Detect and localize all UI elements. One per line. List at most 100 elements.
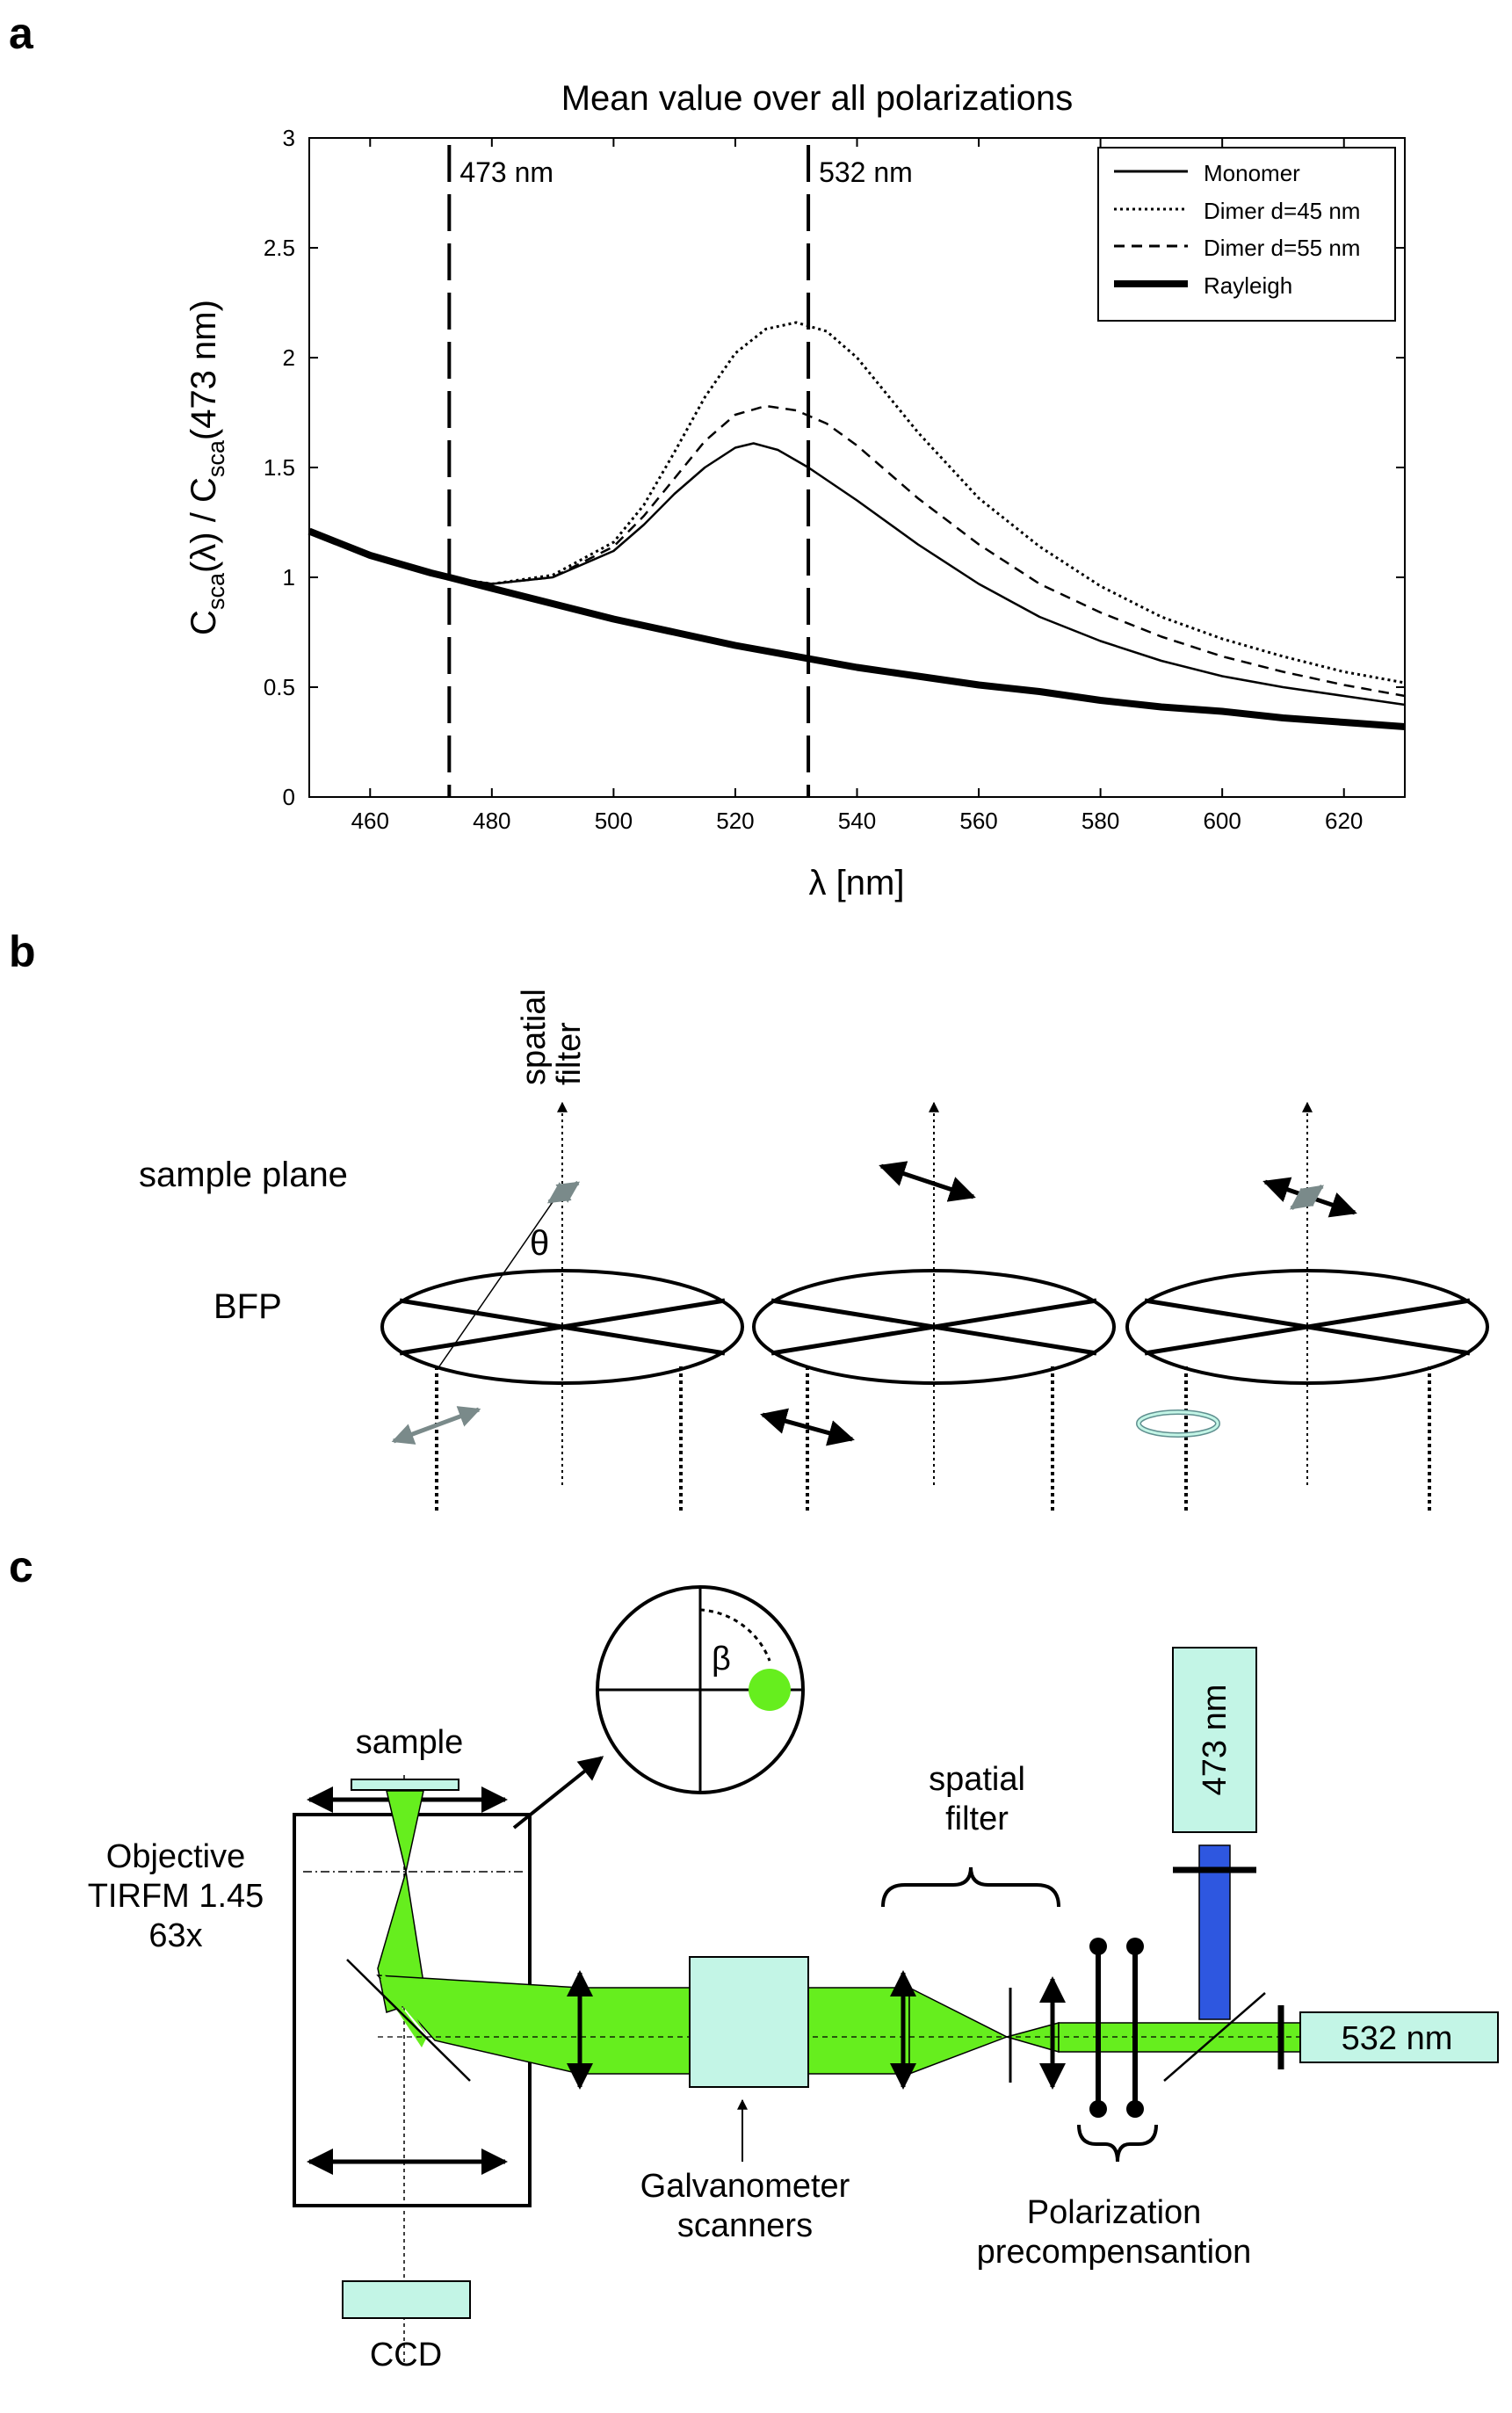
waveplate-2-bottom: [1126, 2100, 1144, 2118]
label-polarization-1: Polarization: [1027, 2194, 1202, 2231]
y-label-sub1: sca: [203, 572, 229, 610]
beam-sample-cone: [386, 1790, 424, 1873]
y-label-c1: C: [184, 610, 223, 635]
label-laser-532: 532 nm: [1342, 2020, 1453, 2057]
series-monomer: [449, 442, 1406, 707]
panel-label-a: a: [9, 9, 34, 58]
legend-entry-monomer: Monomer: [1204, 160, 1300, 186]
label-galvo-2: scanners: [677, 2207, 813, 2244]
y-axis-label: Csca(λ) / Csca(473 nm): [184, 300, 229, 635]
gray-polarization-arrow-top-3: [1289, 1184, 1325, 1211]
sample-slide: [351, 1779, 459, 1791]
bfp-lens-1: [380, 1101, 744, 1511]
bfp-lens-3: [1125, 1101, 1489, 1511]
series-rayleigh: [307, 527, 1406, 730]
x-tick-label-620: 620: [1325, 808, 1363, 834]
y-label-end: (473 nm): [184, 300, 223, 440]
zoom-pointer-arrow: [512, 1756, 604, 1830]
polarization-brace: [1077, 2124, 1158, 2163]
laser-473-box: [1172, 1647, 1257, 1833]
y-tick-label-4: 2: [283, 344, 295, 371]
label-beta: β: [712, 1641, 731, 1678]
y-tick-label-0: 0: [283, 784, 295, 810]
x-tick-label-540: 540: [838, 808, 876, 834]
label-laser-473: 473 nm: [1197, 1685, 1233, 1796]
label-spatial-filter-c2: filter: [945, 1801, 1009, 1837]
label-objective-1: Objective: [106, 1838, 245, 1875]
y-ticks: 0 0.5 1 1.5 2 2.5 3: [264, 125, 1405, 810]
legend-box: [1097, 147, 1396, 322]
bfp-zoom-circle: β: [596, 1585, 805, 1794]
beta-arc: [699, 1608, 771, 1662]
label-galvo-1: Galvanometer: [640, 2168, 850, 2205]
y-label-sub2: sca: [203, 439, 229, 477]
legend-entry-dimer-45: Dimer d=45 nm: [1204, 198, 1360, 224]
x-tick-label-600: 600: [1203, 808, 1241, 834]
series-dimer-d-55-nm: [449, 404, 1406, 698]
y-tick-label-1: 0.5: [264, 674, 295, 700]
legend-entry-dimer-55: Dimer d=55 nm: [1204, 235, 1360, 261]
wavelength-markers: 473 nm 532 nm: [447, 145, 913, 797]
x-ticks: 460 480 500 520 540 560 580 600 620: [351, 138, 1363, 834]
waveplate-2-top: [1126, 1938, 1144, 1955]
spatial-filter-brace: [881, 1866, 1060, 1908]
dichroic-combiner: [1163, 1992, 1266, 2082]
label-objective-3: 63x: [148, 1917, 202, 1954]
galvanometer-box: [689, 1956, 809, 2088]
gray-polarization-arrow-top-1: [546, 1180, 581, 1205]
bfp-lens-2: [752, 1101, 1116, 1511]
chart-a: Mean value over all polarizations 460 480…: [184, 79, 1406, 902]
x-tick-label-500: 500: [595, 808, 633, 834]
y-tick-label-6: 3: [283, 125, 295, 151]
waveplate-1-top: [1089, 1938, 1107, 1955]
spatial-filter-line1: spatial: [516, 989, 553, 1085]
chart-title: Mean value over all polarizations: [561, 79, 1074, 118]
y-tick-label-5: 2.5: [264, 235, 295, 261]
spatial-filter-line2: filter: [551, 1022, 588, 1085]
series-dimer-d-45-nm: [449, 321, 1406, 685]
x-tick-label-460: 460: [351, 808, 389, 834]
lens-ellipse-3: [1125, 1269, 1489, 1385]
x-tick-label-480: 480: [473, 808, 510, 834]
legend-entry-rayleigh: Rayleigh: [1204, 272, 1292, 299]
polarization-arrow-top-2: [879, 1161, 976, 1202]
series-lines: [307, 321, 1406, 730]
gray-polarization-arrow-bottom-1: [391, 1406, 481, 1445]
label-objective-2: TIRFM 1.45: [88, 1878, 264, 1915]
label-ccd: CCD: [370, 2337, 442, 2373]
lens-ellipse-1: [380, 1269, 744, 1385]
beam-fold: [380, 1973, 427, 2035]
diagram-c: β sample: [88, 1585, 1499, 2373]
laser-532-box: [1299, 2011, 1499, 2063]
label-bfp: BFP: [213, 1287, 282, 1326]
circular-polarization-icon-inner: [1137, 1410, 1219, 1437]
panel-label-b: b: [9, 927, 36, 976]
lens-ellipse-2: [752, 1269, 1116, 1385]
label-spatial-filter-b: spatialfilter: [516, 989, 588, 1085]
label-spatial-filter-c1: spatial: [929, 1761, 1025, 1798]
x-axis-label: λ [nm]: [809, 864, 905, 902]
y-tick-label-3: 1.5: [264, 454, 295, 481]
oblique-ray: [438, 1187, 563, 1367]
ccd-box: [342, 2280, 471, 2319]
beam-473: [1198, 1844, 1231, 2020]
label-polarization-2: precompensantion: [977, 2234, 1252, 2271]
diagram-b: spatialfilter sample plane BFP θ: [139, 989, 1489, 1511]
label-sample-plane: sample plane: [139, 1156, 348, 1194]
lens-cross-2b: [770, 1298, 1097, 1356]
label-sample: sample: [356, 1724, 464, 1761]
y-tick-label-2: 1: [283, 564, 295, 591]
waveplate-1-bottom: [1089, 2100, 1107, 2118]
x-tick-label-580: 580: [1082, 808, 1119, 834]
marker-label-532: 532 nm: [819, 156, 913, 188]
x-tick-label-560: 560: [959, 808, 997, 834]
lens-cross-3b: [1144, 1298, 1471, 1356]
marker-label-473: 473 nm: [459, 156, 553, 188]
y-label-mid: (λ) / C: [184, 477, 223, 573]
legend: Monomer Dimer d=45 nm Dimer d=55 nm Rayl…: [1097, 147, 1396, 322]
label-theta: θ: [530, 1224, 549, 1263]
panel-label-c: c: [9, 1542, 33, 1591]
x-tick-label-520: 520: [716, 808, 754, 834]
dichroic-mirror-objective: [346, 1959, 471, 2082]
